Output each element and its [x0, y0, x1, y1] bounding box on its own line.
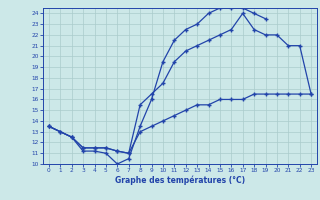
X-axis label: Graphe des températures (°C): Graphe des températures (°C) — [115, 176, 245, 185]
